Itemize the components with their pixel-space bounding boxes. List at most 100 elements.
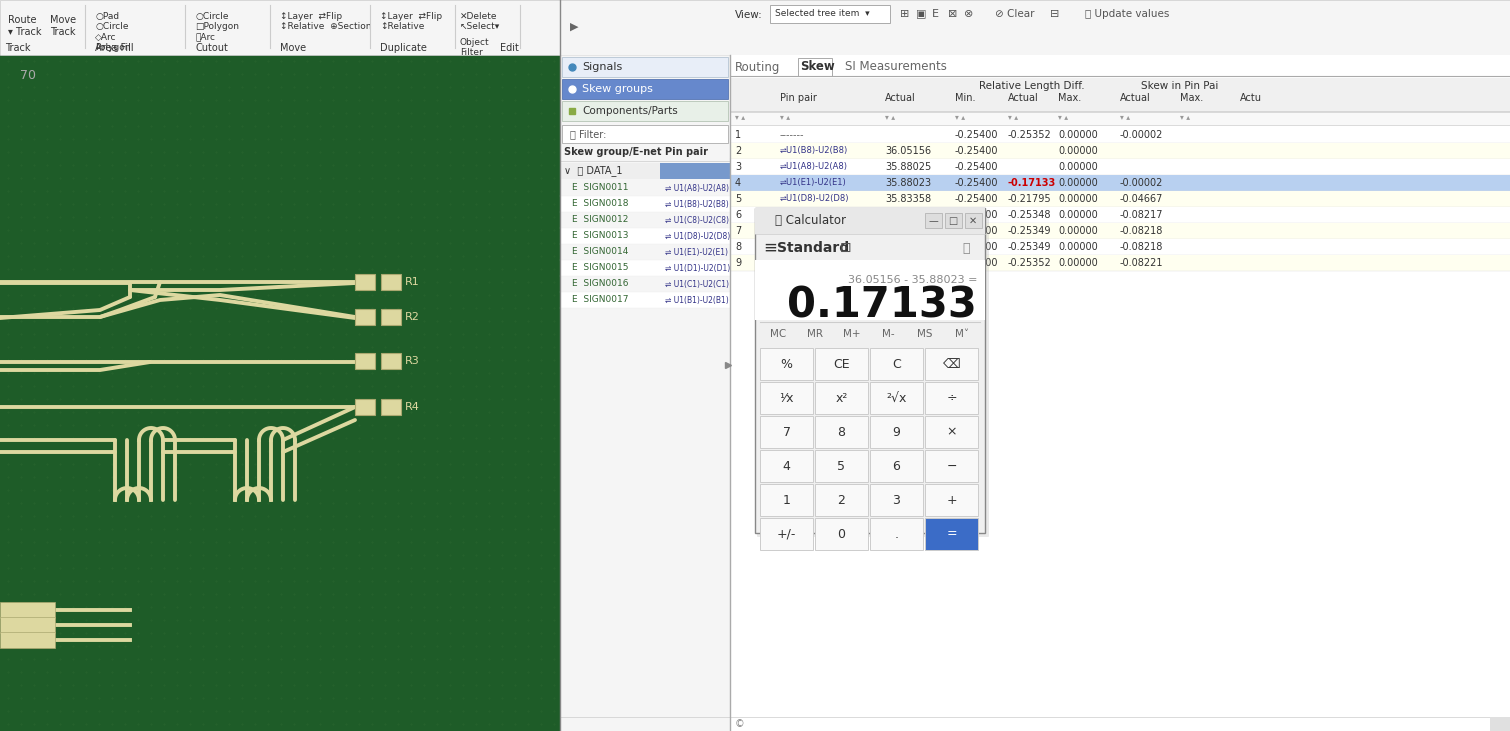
Bar <box>562 79 728 99</box>
Text: ▶: ▶ <box>569 22 578 32</box>
Bar <box>965 213 982 228</box>
Text: 0.00000: 0.00000 <box>1059 210 1098 220</box>
Text: −: − <box>947 460 957 472</box>
Bar <box>355 399 374 415</box>
Bar <box>760 382 812 414</box>
Bar <box>562 57 728 77</box>
Text: MR: MR <box>806 329 823 339</box>
Bar <box>0 0 1510 55</box>
Text: x²: x² <box>835 392 847 404</box>
Text: -0.25400: -0.25400 <box>954 130 998 140</box>
Text: -0.25400: -0.25400 <box>954 210 998 220</box>
Bar <box>926 518 978 550</box>
Text: %: % <box>781 357 793 371</box>
Text: -0.25400: -0.25400 <box>954 146 998 156</box>
Text: 🖩 Calculator: 🖩 Calculator <box>775 214 846 227</box>
Text: 5: 5 <box>838 460 846 472</box>
Text: ⇌U1(C8)-U2(C8): ⇌U1(C8)-U2(C8) <box>781 227 849 235</box>
Text: 35.79804: 35.79804 <box>885 258 932 268</box>
Text: Actu: Actu <box>1240 93 1262 103</box>
Bar <box>729 255 1510 271</box>
Text: 0.00000: 0.00000 <box>1059 258 1098 268</box>
Text: E  SIGN0012: E SIGN0012 <box>572 216 628 224</box>
Text: 2: 2 <box>838 493 846 507</box>
Text: MS: MS <box>917 329 933 339</box>
Bar <box>729 112 1510 125</box>
Text: 7: 7 <box>735 226 741 236</box>
Text: +/-: +/- <box>776 528 796 540</box>
Text: ○Circle
□Polygon
⌒Arc: ○Circle □Polygon ⌒Arc <box>195 12 239 42</box>
Text: 35.88023: 35.88023 <box>885 178 932 188</box>
Bar <box>815 348 868 380</box>
Bar <box>381 274 402 290</box>
Text: M+: M+ <box>843 329 861 339</box>
Text: R1: R1 <box>405 277 420 287</box>
Text: ⇌ U1(B8)-U2(B8): ⇌ U1(B8)-U2(B8) <box>664 200 729 208</box>
Bar <box>729 55 1510 731</box>
Text: Duplicate: Duplicate <box>381 43 427 53</box>
Text: Move
Track: Move Track <box>50 15 76 37</box>
Bar <box>870 382 923 414</box>
Text: ▣: ▣ <box>917 9 927 19</box>
Text: ⇌U1(B8)-U2(B8): ⇌U1(B8)-U2(B8) <box>781 146 849 156</box>
Text: Actual: Actual <box>885 93 915 103</box>
Text: Route
▾ Track: Route ▾ Track <box>8 15 41 37</box>
Text: 7: 7 <box>782 425 791 439</box>
Text: ▾ ▴: ▾ ▴ <box>1120 113 1129 123</box>
Text: M˅: M˅ <box>954 329 969 339</box>
Bar <box>560 212 729 228</box>
Text: ▾ ▴: ▾ ▴ <box>1009 113 1018 123</box>
Bar <box>0 602 54 618</box>
Bar <box>560 163 729 179</box>
Text: Skew groups: Skew groups <box>581 84 652 94</box>
Text: CE: CE <box>834 357 850 371</box>
Text: ⇌U1(D1)-U2(D1): ⇌U1(D1)-U2(D1) <box>781 243 849 251</box>
Text: -0.25352: -0.25352 <box>1009 130 1052 140</box>
FancyBboxPatch shape <box>757 210 989 537</box>
Bar <box>926 348 978 380</box>
Text: -0.17133: -0.17133 <box>1009 178 1057 188</box>
Text: 36.05156: 36.05156 <box>885 146 932 156</box>
Bar <box>815 382 868 414</box>
Text: Max.: Max. <box>1059 93 1081 103</box>
Bar <box>381 353 402 369</box>
Text: -0.08221: -0.08221 <box>1120 258 1164 268</box>
Text: 1: 1 <box>782 493 790 507</box>
Bar <box>760 518 812 550</box>
Bar <box>355 274 374 290</box>
Bar <box>729 239 1510 255</box>
Text: 0.00000: 0.00000 <box>1059 146 1098 156</box>
Bar <box>926 382 978 414</box>
Text: Cutout: Cutout <box>195 43 228 53</box>
Bar <box>560 180 729 196</box>
Text: -0.25352: -0.25352 <box>1009 258 1052 268</box>
Text: 35.79808: 35.79808 <box>885 210 932 220</box>
Text: Max.: Max. <box>1179 93 1203 103</box>
Bar <box>870 416 923 448</box>
Text: R3: R3 <box>405 356 420 366</box>
Text: MC: MC <box>770 329 787 339</box>
Text: ⇌ U1(D8)-U2(D8): ⇌ U1(D8)-U2(D8) <box>664 232 731 240</box>
Text: E: E <box>932 9 939 19</box>
Bar <box>870 518 923 550</box>
Text: ⇌ U1(C1)-U2(C1): ⇌ U1(C1)-U2(C1) <box>664 279 729 289</box>
Text: ▾ ▴: ▾ ▴ <box>885 113 895 123</box>
Text: 0.17133: 0.17133 <box>787 284 977 326</box>
Text: Selected tree item  ▾: Selected tree item ▾ <box>775 10 870 18</box>
Bar <box>729 207 1510 223</box>
Bar <box>729 143 1510 159</box>
Text: ⇌U1(C1)-U2(C1): ⇌U1(C1)-U2(C1) <box>781 259 849 268</box>
Text: ⇌U1(B1)-U2(B1): ⇌U1(B1)-U2(B1) <box>781 211 849 219</box>
Text: 35.88025: 35.88025 <box>885 162 932 172</box>
Text: ⇌U1(E1)-U2(E1): ⇌U1(E1)-U2(E1) <box>781 178 847 187</box>
Text: E  SIGN0014: E SIGN0014 <box>572 248 628 257</box>
Text: ∨  📁 DATA_1: ∨ 📁 DATA_1 <box>565 165 622 176</box>
Bar <box>560 55 1510 731</box>
Bar <box>729 223 1510 239</box>
Text: ✕Delete
↖Select▾: ✕Delete ↖Select▾ <box>461 12 500 31</box>
Text: Pin pair: Pin pair <box>664 147 708 157</box>
Bar <box>729 175 1510 191</box>
Text: -0.25400: -0.25400 <box>954 178 998 188</box>
Bar <box>760 450 812 482</box>
Text: ⇌ U1(B1)-U2(B1): ⇌ U1(B1)-U2(B1) <box>664 295 729 305</box>
